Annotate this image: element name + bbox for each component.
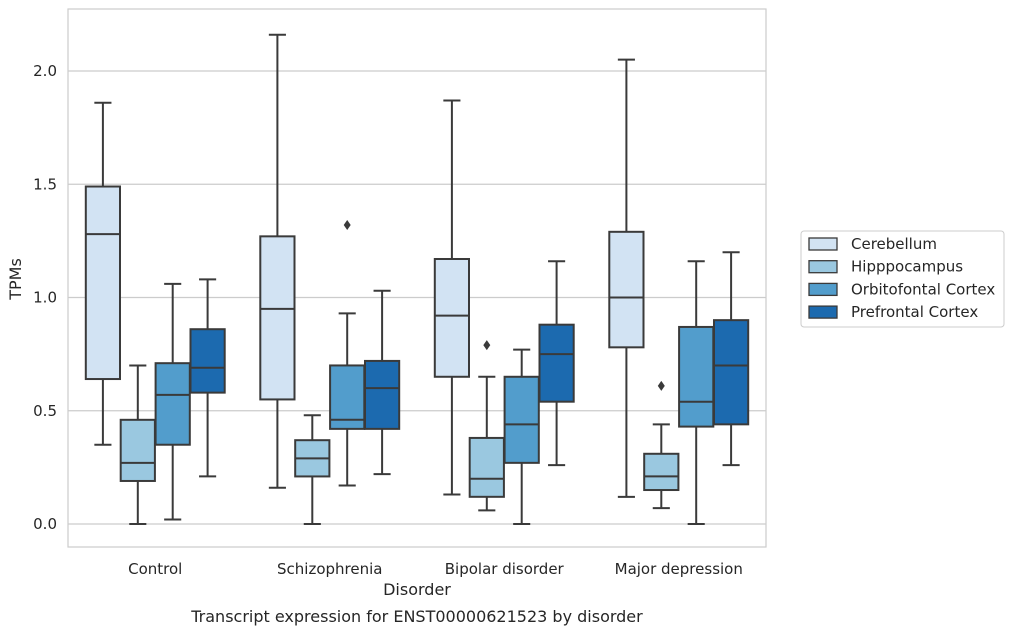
x-tick-label: Bipolar disorder <box>445 560 565 578</box>
legend-swatch <box>808 282 838 297</box>
box-body <box>259 235 296 401</box>
legend-swatch <box>808 305 838 319</box>
box-body <box>363 359 401 430</box>
x-tick-label: Control <box>128 560 182 578</box>
box-1-2 <box>329 220 366 487</box>
box-3-3 <box>712 251 750 467</box>
y-axis-ticks: 0.0 0.5 1.0 1.5 2.0 <box>33 62 57 533</box>
box-0-3 <box>189 278 226 478</box>
box-2-3 <box>538 260 575 467</box>
box-2-2 <box>503 348 540 525</box>
x-tick-label: Major depression <box>615 560 743 578</box>
y-tick-label: 1.5 <box>33 175 57 193</box>
y-tick-label: 0.0 <box>33 515 57 533</box>
box-2-0 <box>433 99 471 496</box>
legend-swatch <box>808 260 838 274</box>
box-body <box>608 230 645 349</box>
legend-label: Cerebellum <box>851 235 937 253</box>
box-body <box>468 436 505 498</box>
box-3-2 <box>678 260 715 525</box>
legend: Cerebellum Hipppocampus Orbitofontal Corte… <box>800 230 1005 328</box>
box-3-0 <box>608 58 645 498</box>
plot-area-frame <box>67 8 767 548</box>
box-0-1 <box>119 364 156 525</box>
boxes-layer <box>84 33 750 525</box>
legend-label: Prefrontal Cortex <box>851 303 978 321</box>
legend-label: Hipppocampus <box>851 258 963 276</box>
box-2-1 <box>468 340 505 512</box>
box-1-3 <box>363 289 401 476</box>
box-3-1 <box>643 380 680 510</box>
legend-swatch <box>808 237 838 251</box>
chart-caption: Transcript expression for ENST0000062152… <box>190 607 643 626</box>
outlier-point <box>657 380 665 391</box>
legend-frame <box>800 230 1005 328</box>
box-body <box>643 452 680 492</box>
x-axis-label: Disorder <box>383 580 451 599</box>
box-body <box>189 328 226 394</box>
box-body <box>84 185 122 381</box>
x-tick-label: Schizophrenia <box>277 560 382 578</box>
x-axis-ticks: Control Schizophrenia Bipolar disorder Majo… <box>128 560 743 578</box>
y-tick-label: 1.0 <box>33 289 57 307</box>
box-body <box>712 319 750 426</box>
outlier-point <box>343 220 351 231</box>
box-body <box>154 362 191 446</box>
y-tick-label: 2.0 <box>33 62 57 80</box>
outlier-point <box>483 340 491 351</box>
box-body <box>678 325 715 428</box>
legend-label: Orbitofontal Cortex <box>851 280 995 298</box>
y-axis-label: TPMs <box>6 258 25 301</box>
box-body <box>538 323 575 403</box>
box-body <box>503 375 540 464</box>
box-1-1 <box>294 414 331 525</box>
box-body <box>433 257 471 378</box>
y-tick-label: 0.5 <box>33 402 57 420</box>
box-body <box>329 364 366 430</box>
box-0-2 <box>154 282 191 521</box>
box-body <box>119 418 156 482</box>
box-1-0 <box>259 33 296 489</box>
box-0-0 <box>84 101 122 446</box>
